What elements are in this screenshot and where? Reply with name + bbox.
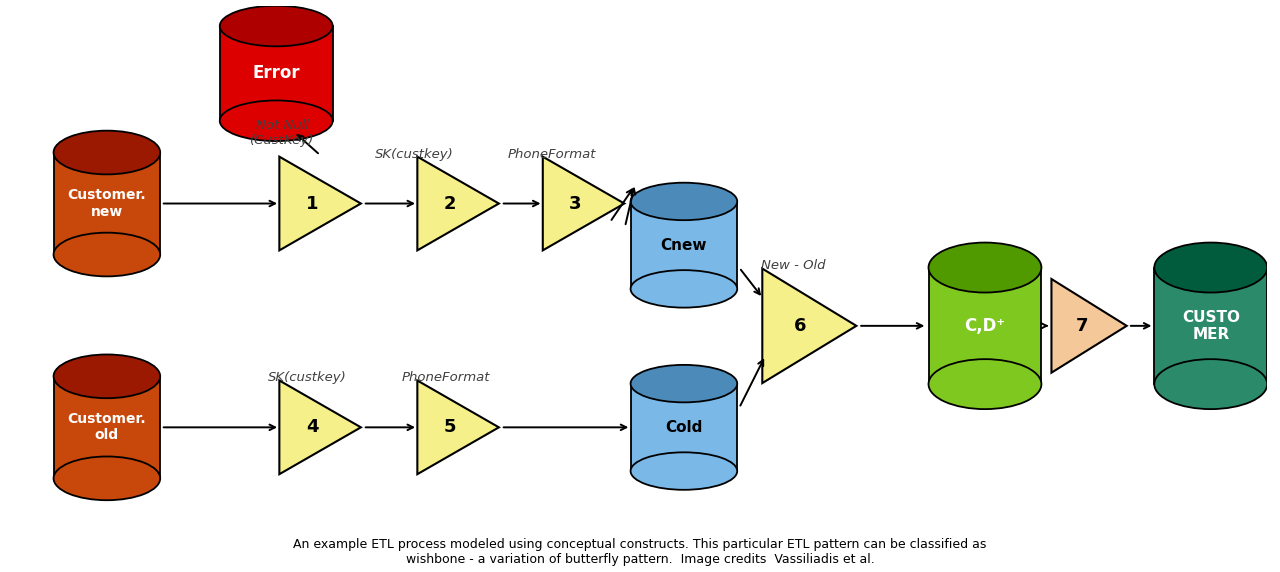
- Text: 4: 4: [306, 418, 319, 436]
- Ellipse shape: [1155, 243, 1267, 292]
- Ellipse shape: [928, 359, 1042, 409]
- Bar: [54, 153, 160, 255]
- Text: Customer.
new: Customer. new: [68, 188, 146, 219]
- Text: An example ETL process modeled using conceptual constructs. This particular ETL : An example ETL process modeled using con…: [293, 538, 987, 566]
- Polygon shape: [417, 380, 499, 474]
- Bar: [928, 268, 1042, 384]
- Ellipse shape: [631, 270, 737, 308]
- Text: Not Null
(CustKey): Not Null (CustKey): [251, 119, 315, 147]
- Text: 3: 3: [570, 194, 581, 213]
- Text: Cold: Cold: [666, 420, 703, 435]
- Text: SK(custkey): SK(custkey): [269, 371, 347, 384]
- Text: 1: 1: [306, 194, 319, 213]
- Bar: [220, 26, 333, 121]
- Bar: [631, 201, 737, 289]
- Bar: [1155, 268, 1267, 384]
- Ellipse shape: [54, 233, 160, 276]
- Ellipse shape: [220, 6, 333, 46]
- Polygon shape: [279, 380, 361, 474]
- Bar: [54, 376, 160, 478]
- Ellipse shape: [1155, 359, 1267, 409]
- Ellipse shape: [631, 365, 737, 402]
- Text: PhoneFormat: PhoneFormat: [508, 148, 596, 161]
- Text: C,D⁺: C,D⁺: [964, 317, 1006, 335]
- Polygon shape: [543, 157, 625, 251]
- Bar: [631, 384, 737, 471]
- Ellipse shape: [631, 182, 737, 220]
- Text: SK(custkey): SK(custkey): [375, 148, 453, 161]
- Polygon shape: [279, 157, 361, 251]
- Ellipse shape: [54, 456, 160, 500]
- Ellipse shape: [220, 101, 333, 141]
- Text: CUSTO
MER: CUSTO MER: [1181, 309, 1240, 342]
- Text: Cnew: Cnew: [660, 237, 707, 253]
- Ellipse shape: [54, 130, 160, 174]
- Text: Error: Error: [252, 65, 300, 82]
- Text: New - Old: New - Old: [760, 260, 826, 272]
- Ellipse shape: [54, 355, 160, 398]
- Polygon shape: [763, 269, 856, 383]
- Text: 7: 7: [1075, 317, 1088, 335]
- Text: 5: 5: [444, 418, 456, 436]
- Polygon shape: [417, 157, 499, 251]
- Ellipse shape: [631, 452, 737, 490]
- Ellipse shape: [928, 243, 1042, 292]
- Text: 6: 6: [794, 317, 806, 335]
- Text: Customer.
old: Customer. old: [68, 412, 146, 442]
- Polygon shape: [1051, 279, 1126, 373]
- Text: PhoneFormat: PhoneFormat: [402, 371, 490, 384]
- Text: 2: 2: [444, 194, 456, 213]
